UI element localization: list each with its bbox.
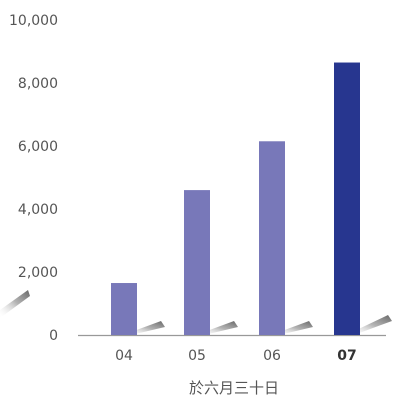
x-axis-category-labels: 04 05 06 07: [115, 348, 357, 364]
y-tick-label: 6,000: [18, 139, 58, 155]
y-tick-label: 10,000: [9, 13, 58, 29]
y-tick-label: 8,000: [18, 76, 58, 92]
y-tick-label: 2,000: [18, 265, 58, 281]
bar-05: [184, 190, 210, 335]
bar-04: [111, 283, 137, 335]
bars: [111, 62, 360, 336]
y-axis-tick-labels: 0 2,000 4,000 6,000 8,000 10,000: [9, 13, 58, 344]
decorative-shadow: [0, 290, 30, 318]
x-category-label: 06: [263, 348, 281, 364]
bar-06: [259, 141, 285, 335]
y-tick-label: 0: [49, 328, 58, 344]
x-category-label: 07: [337, 348, 356, 364]
bar-07: [334, 62, 360, 336]
x-category-label: 05: [188, 348, 206, 364]
y-tick-label: 4,000: [18, 202, 58, 218]
x-axis-title: 於六月三十日: [189, 379, 279, 397]
x-category-label: 04: [115, 348, 133, 364]
